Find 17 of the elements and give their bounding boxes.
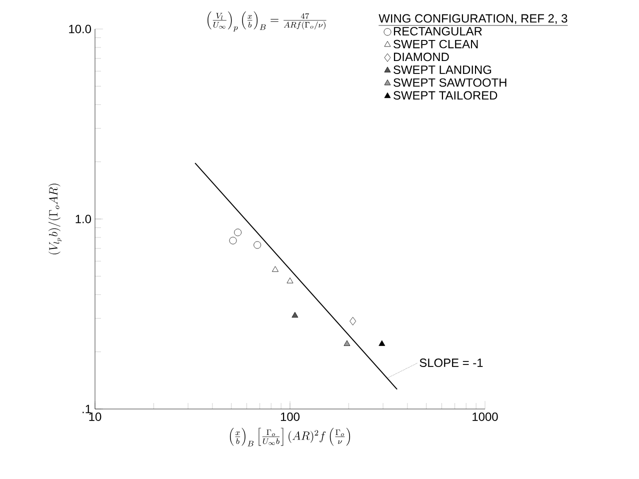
legend-label: RECTANGULAR — [394, 27, 482, 36]
x-tick-label: 100 — [280, 412, 300, 421]
annotation: $\left(\frac{V_{l}}{U_{\infty}}\right)_{p}\left(\frac{x}{b}\right)_{B} = \frac{47}{AR f(\Gamma_{o}/\nu)}$ — [208, 11, 326, 32]
x-tick-label: 1000 — [472, 412, 498, 421]
legend-label: SWEPT TAILORED — [394, 91, 498, 100]
legend-label: SWEPT CLEAN — [394, 40, 478, 48]
legend-title: WING CONFIGURATION, REF 2, 3 — [378, 14, 568, 24]
y-tick-label: .1 — [82, 404, 91, 414]
y-tick-label: 10.0 — [69, 24, 92, 34]
x-tick-label: 10 — [89, 412, 102, 421]
y-tick-label: 1.0 — [76, 214, 92, 224]
legend-label: SWEPT SAWTOOTH — [394, 78, 506, 87]
x-axis-title: $\left(\frac{x}{b}\right)_{B}\left[\frac{\Gamma_{o}}{U_{\infty} b}\right](AR)^{2} f\left(\frac{\Gamma_{o}}{\nu}\right)$ — [230, 428, 350, 446]
y-axis-title: $(V_{l_{p}} b)/(\Gamma_{o} AR)$ — [48, 184, 62, 254]
legend-label: SWEPT LANDING — [394, 66, 492, 74]
legend-label: DIAMOND — [394, 52, 449, 62]
annotation: SLOPE = -1 — [420, 358, 483, 368]
